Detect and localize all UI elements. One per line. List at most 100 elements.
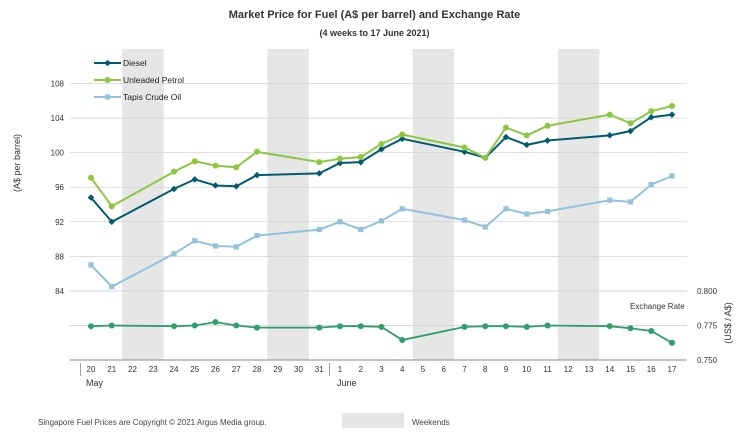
series-1-point-9: [503, 124, 509, 131]
series-2-point-11: [544, 208, 551, 215]
weekend-band-3: [557, 49, 600, 360]
y-right-tick-label-0.775: 0.775: [697, 322, 718, 331]
series-0-point-25: [191, 176, 199, 183]
series-3-point-11: [544, 322, 551, 329]
x-tick-label-6: 6: [442, 365, 447, 374]
series-0-point-11: [544, 137, 551, 144]
series-2-point-4: [399, 206, 405, 212]
series-2-point-24: [171, 251, 177, 257]
series-1-point-27: [233, 164, 240, 171]
x-tick-label-8: 8: [483, 365, 488, 374]
series-1-point-28: [254, 148, 260, 155]
x-tick-label-27: 27: [232, 365, 241, 374]
series-3-point-10: [523, 323, 530, 330]
series-3-point-31: [316, 324, 323, 331]
series-1-point-2: [357, 153, 364, 160]
y-right-tick-label-0.750: 0.750: [697, 356, 718, 365]
series-1-point-11: [544, 122, 551, 129]
series-2-point-17: [669, 173, 675, 179]
month-label-may: May: [86, 378, 104, 388]
y-tick-label-88: 88: [55, 252, 64, 261]
series-2-point-7: [461, 217, 468, 223]
x-tick-label-7: 7: [462, 365, 467, 374]
series-0-point-1: [336, 159, 344, 167]
x-tick-label-9: 9: [504, 365, 509, 374]
series-2-point-15: [627, 199, 634, 205]
legend-marker-0: [104, 59, 111, 67]
series-0-point-2: [357, 158, 365, 166]
series-3-point-27: [233, 322, 240, 329]
series-0-point-10: [523, 141, 531, 149]
series-0-point-15: [627, 127, 634, 135]
series-3-point-8: [482, 323, 489, 330]
series-1-point-3: [378, 140, 385, 147]
copyright-note: Singapore Fuel Prices are Copyright © 20…: [38, 418, 267, 427]
series-0-point-27: [232, 183, 240, 190]
series-3-point-3: [378, 323, 385, 330]
series-1-point-16: [648, 108, 655, 115]
series-1-point-15: [627, 120, 634, 127]
series-0-point-16: [647, 113, 655, 121]
x-tick-label-24: 24: [170, 365, 179, 374]
legend-label-1: Unleaded Petrol: [123, 75, 184, 85]
legend-marker-2: [104, 94, 111, 100]
series-1-point-20: [88, 174, 94, 181]
x-tick-label-10: 10: [522, 365, 531, 374]
series-2-point-20: [88, 262, 94, 268]
series-3-point-15: [627, 325, 634, 332]
x-tick-label-2: 2: [359, 365, 364, 374]
series-3-point-24: [171, 323, 177, 330]
x-tick-label-14: 14: [605, 365, 614, 374]
series-0-point-28: [253, 171, 261, 179]
series-3-point-1: [337, 323, 343, 330]
x-tick-label-16: 16: [647, 365, 656, 374]
x-tick-label-3: 3: [379, 365, 384, 374]
legend-marker-1: [104, 77, 111, 83]
x-tick-label-5: 5: [421, 365, 426, 374]
y-tick-label-84: 84: [55, 287, 64, 296]
series-3-point-9: [503, 323, 509, 330]
series-0-point-20: [87, 194, 95, 201]
x-tick-label-13: 13: [585, 365, 594, 374]
y-tick-label-100: 100: [51, 149, 65, 158]
weekends-legend-swatch: [342, 413, 404, 428]
x-tick-label-26: 26: [211, 365, 220, 374]
series-3-point-20: [88, 323, 94, 330]
series-2-point-26: [212, 243, 219, 249]
series-1-point-24: [171, 168, 177, 175]
x-tick-label-23: 23: [149, 365, 158, 374]
x-tick-label-1: 1: [338, 365, 343, 374]
series-0-point-17: [668, 111, 676, 118]
series-3-point-17: [669, 339, 675, 346]
series-2-point-14: [607, 197, 613, 203]
x-tick-label-4: 4: [400, 365, 405, 374]
series-2-point-28: [254, 233, 260, 239]
x-tick-label-25: 25: [190, 365, 199, 374]
series-3-point-4: [399, 336, 406, 343]
series-2-point-27: [233, 244, 239, 250]
series-3-point-7: [461, 323, 468, 330]
series-2-point-16: [648, 182, 654, 188]
series-0-point-21: [108, 218, 116, 226]
series-1-point-31: [316, 159, 323, 166]
x-tick-label-15: 15: [626, 365, 635, 374]
chart-title: Market Price for Fuel (A$ per barrel) an…: [228, 9, 521, 21]
series-1-point-25: [191, 158, 198, 165]
weekends-legend-label: Weekends: [412, 418, 450, 427]
month-label-june: June: [337, 378, 357, 388]
series-0-point-7: [461, 148, 468, 156]
series-2-point-8: [482, 224, 488, 230]
x-tick-label-29: 29: [273, 365, 282, 374]
x-tick-label-20: 20: [87, 365, 96, 374]
series-3-point-2: [357, 323, 364, 330]
series-2-point-10: [524, 211, 530, 217]
series-2-point-9: [503, 206, 509, 212]
x-tick-label-12: 12: [564, 365, 573, 374]
y-tick-label-104: 104: [51, 114, 65, 123]
y-tick-label-108: 108: [51, 79, 65, 88]
x-tick-label-31: 31: [315, 365, 324, 374]
x-tick-label-30: 30: [294, 365, 303, 374]
series-1-point-8: [482, 154, 489, 161]
series-1-point-10: [523, 132, 530, 139]
series-1-point-21: [108, 203, 115, 210]
